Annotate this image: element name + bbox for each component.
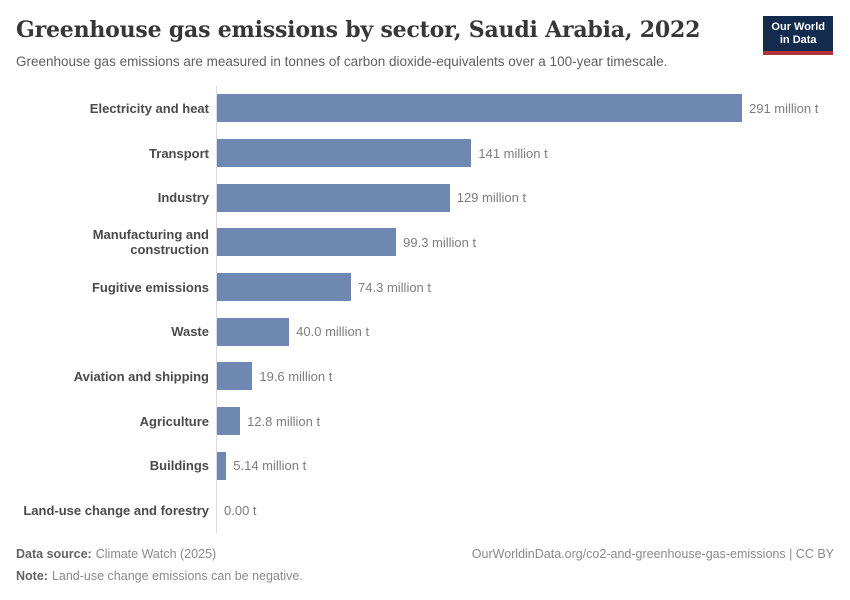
category-label: Agriculture [139, 413, 209, 429]
chart-footer: Data source: Climate Watch (2025) Note: La… [16, 543, 834, 587]
bar-track: 19.6 million t [216, 354, 850, 399]
note-label: Note: [16, 569, 48, 583]
chart-row: Waste 40.0 million t [16, 309, 850, 355]
bar[interactable] [217, 94, 742, 123]
category-label: Industry [157, 190, 209, 206]
value-label: 129 million t [456, 190, 527, 206]
value-label: 99.3 million t [403, 234, 477, 250]
plot: Electricity and heat 291 million t Transpo… [16, 86, 850, 533]
bar[interactable] [217, 228, 397, 257]
data-source-line: Data source: Climate Watch (2025) [16, 543, 303, 565]
page-title: Greenhouse gas emissions by sector, Saud… [16, 17, 701, 43]
value-label: 141 million t [478, 145, 548, 161]
owid-url-link[interactable]: OurWorldinData.org/co2-and-greenhouse-ga… [471, 547, 834, 561]
bar[interactable] [217, 139, 472, 168]
data-source-value: Climate Watch (2025) [95, 547, 217, 561]
bar-track: 5.14 million t [216, 443, 850, 489]
value-label: 12.8 million t [247, 413, 321, 429]
category-label: Transport [149, 145, 209, 161]
bar-track: 74.3 million t [216, 264, 850, 310]
chart-row: Aviation and shipping 19.6 million t [16, 354, 850, 399]
note-value: Land-use change emissions can be negativ… [51, 569, 303, 583]
category-label: Electricity and heat [89, 100, 209, 116]
chart-row: Transport 141 million t [16, 130, 850, 176]
chart-header: Greenhouse gas emissions by sector, Saud… [0, 0, 850, 70]
chart-row: Manufacturing and construction 99.3 milli… [16, 220, 850, 265]
category-label: Buildings [149, 458, 209, 474]
bar-track: 40.0 million t [216, 309, 850, 355]
bar-chart: Electricity and heat 291 million t Transpo… [0, 86, 850, 533]
value-label: 0.00 t [224, 503, 257, 519]
bar[interactable] [217, 362, 253, 391]
bar-track: 99.3 million t [216, 220, 850, 265]
owid-logo[interactable]: Our World in Data [763, 16, 833, 55]
chart-row: Agriculture 12.8 million t [16, 398, 850, 444]
value-label: 291 million t [749, 100, 819, 116]
value-label: 40.0 million t [296, 324, 370, 340]
bar-track: 291 million t [216, 86, 850, 131]
chart-row: Electricity and heat 291 million t [16, 86, 850, 131]
value-label: 74.3 million t [358, 279, 432, 295]
data-source-label: Data source: [16, 547, 92, 561]
category-label: Fugitive emissions [91, 279, 209, 295]
value-label: 19.6 million t [259, 368, 333, 384]
note-line: Note: Land-use change emissions can be ne… [16, 565, 303, 587]
bar-track: 141 million t [216, 130, 850, 176]
footer-left: Data source: Climate Watch (2025) Note: La… [16, 543, 303, 587]
bar-track: 12.8 million t [216, 398, 850, 444]
chart-row: Buildings 5.14 million t [16, 443, 850, 489]
bar[interactable] [217, 317, 290, 346]
category-label: Manufacturing and construction [92, 227, 209, 258]
bar-track: 129 million t [216, 175, 850, 221]
bar-track: 0.00 t [216, 488, 850, 533]
value-label: 5.14 million t [233, 458, 307, 474]
chart-row: Land-use change and forestry 0.00 t [16, 488, 850, 533]
category-label: Land-use change and forestry [23, 503, 209, 519]
chart-subtitle: Greenhouse gas emissions are measured in… [16, 54, 668, 69]
bar[interactable] [217, 407, 241, 436]
bar[interactable] [217, 183, 450, 212]
bar[interactable] [217, 451, 227, 480]
chart-row: Industry 129 million t [16, 175, 850, 221]
chart-row: Fugitive emissions 74.3 million t [16, 264, 850, 310]
owid-logo-line2: in Data [779, 34, 817, 46]
category-label: Waste [171, 324, 209, 340]
category-label: Aviation and shipping [73, 368, 209, 384]
owid-logo-line1: Our World [771, 21, 825, 33]
bar[interactable] [217, 273, 352, 302]
